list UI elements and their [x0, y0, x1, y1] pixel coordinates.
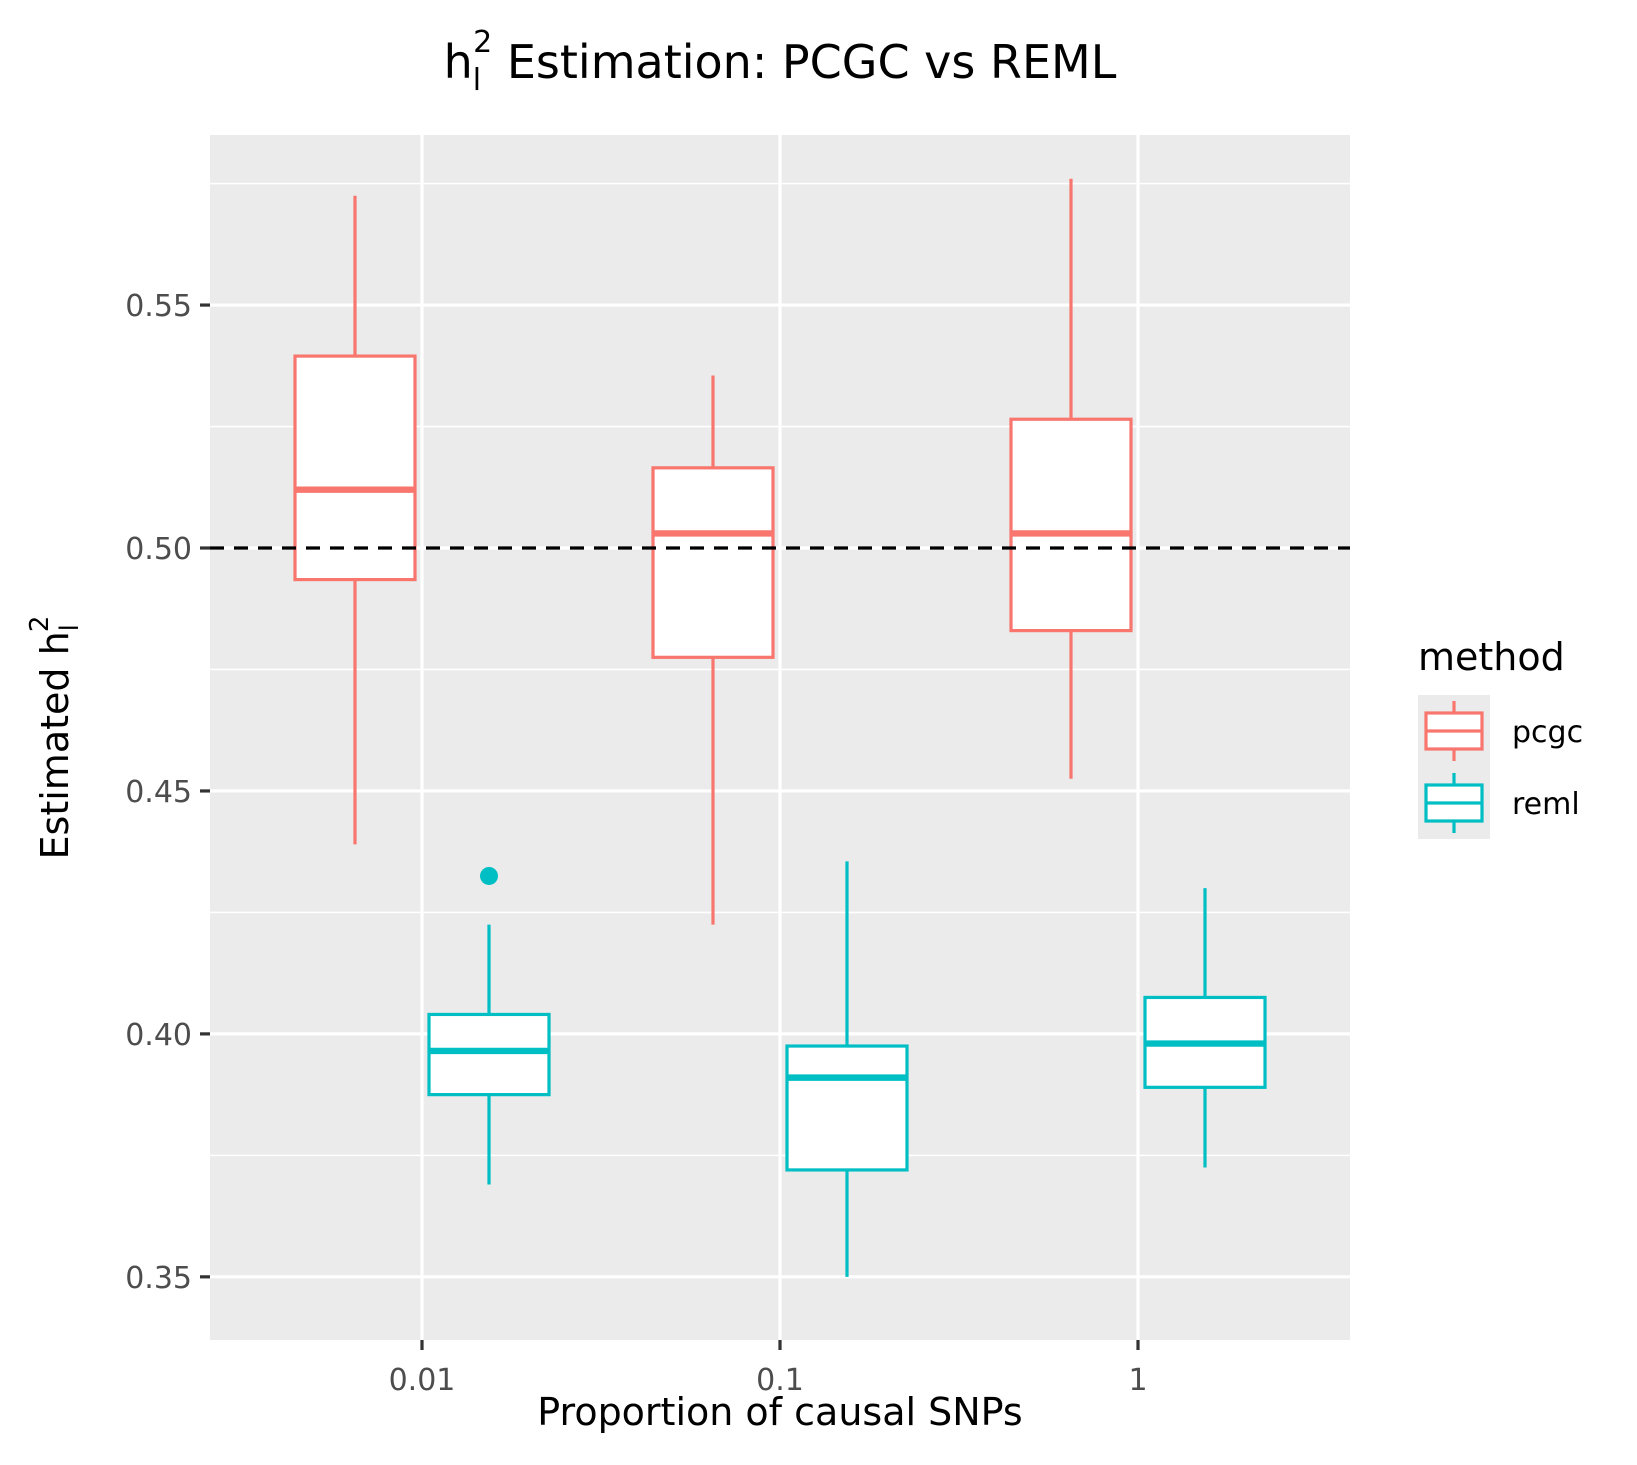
- legend-item-pcgc: pcgc: [1418, 695, 1583, 767]
- box-iqr: [651, 466, 775, 659]
- x-axis-title: Proportion of causal SNPs: [537, 1390, 1022, 1434]
- legend-label: pcgc: [1512, 715, 1583, 750]
- box-reml-0.1: [785, 861, 909, 1277]
- box-pcgc-1: [1009, 178, 1133, 779]
- x-tick-label: 0.1: [756, 1363, 804, 1398]
- legend-title: method: [1418, 635, 1565, 679]
- y-axis-title: Estimated hl2: [25, 616, 85, 860]
- y-tick-label: 0.55: [125, 289, 192, 324]
- x-tick-label: 1: [1128, 1363, 1147, 1398]
- legend-label: reml: [1512, 787, 1580, 822]
- y-tick-label: 0.45: [125, 775, 192, 810]
- box-iqr: [1009, 417, 1133, 633]
- box-reml-1: [1143, 888, 1267, 1168]
- legend-item-reml: reml: [1418, 767, 1580, 839]
- box-iqr: [427, 1012, 551, 1097]
- x-tick-label: 0.01: [389, 1363, 456, 1398]
- y-tick-label: 0.40: [125, 1018, 192, 1053]
- y-tick-label: 0.35: [125, 1261, 192, 1296]
- legend: method pcgc reml: [1418, 635, 1583, 839]
- box-iqr: [293, 354, 417, 582]
- box-reml-0.01: [427, 866, 551, 1185]
- y-tick-label: 0.50: [125, 532, 192, 567]
- outlier-point: [480, 866, 498, 885]
- box-pcgc-0.01: [293, 195, 417, 845]
- box-iqr: [785, 1044, 909, 1172]
- box-pcgc-0.1: [651, 375, 775, 925]
- chart-title: hl2 Estimation: PCGC vs REML: [444, 25, 1117, 98]
